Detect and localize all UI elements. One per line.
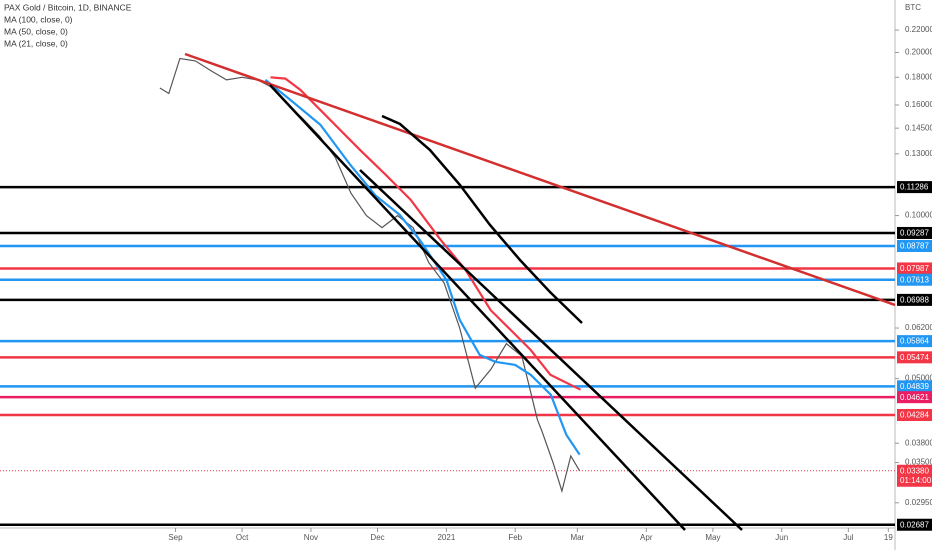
- level-label: 0.07987: [900, 264, 929, 273]
- level-tag: [897, 391, 932, 404]
- legend-entry: MA (100, close, 0): [4, 14, 73, 24]
- last-price-label: 0.03380: [900, 466, 929, 475]
- x-tick-label: Sep: [168, 533, 183, 542]
- x-tick-label: Jul: [843, 533, 853, 542]
- level-label: 0.09287: [900, 229, 929, 238]
- level-tag: [897, 273, 932, 286]
- x-tick-label: Jun: [775, 533, 788, 542]
- x-tick-label: Nov: [304, 533, 318, 542]
- level-tag: [897, 239, 932, 252]
- y-tick-label: 0.10000: [905, 211, 932, 220]
- x-tick-label: Oct: [236, 533, 249, 542]
- x-tick-label: 19: [884, 533, 893, 542]
- ma-line: [270, 76, 581, 391]
- y-tick-label: 0.14500: [905, 123, 932, 132]
- x-tick-label: 2021: [437, 533, 455, 542]
- x-tick-label: Mar: [571, 533, 585, 542]
- level-tag: [897, 226, 932, 239]
- y-tick-label: 0.05000: [905, 374, 932, 383]
- x-tick-label: May: [705, 533, 720, 542]
- level-tag: [897, 262, 932, 275]
- level-label: 0.02687: [900, 520, 929, 529]
- level-label: 0.05864: [900, 337, 929, 346]
- countdown-label: 01:14:00: [900, 476, 932, 485]
- legend-entry: MA (50, close, 0): [4, 26, 68, 36]
- chart-title: PAX Gold / Bitcoin, 1D, BINANCE: [4, 2, 132, 12]
- ma-line: [264, 79, 581, 456]
- y-tick-label: 0.20000: [905, 48, 932, 57]
- level-tag: [897, 518, 932, 531]
- level-tag: [897, 181, 932, 194]
- y-tick-label: 0.18000: [905, 72, 932, 81]
- level-label: 0.08787: [900, 242, 929, 251]
- y-tick-label: 0.02950: [905, 498, 932, 507]
- level-label: 0.07613: [900, 275, 929, 284]
- trend-line: [381, 114, 583, 324]
- level-tag: [897, 293, 932, 306]
- x-tick-label: Feb: [508, 533, 522, 542]
- level-label: 0.06988: [900, 295, 929, 304]
- level-label: 0.05474: [900, 353, 929, 362]
- trend-line: [184, 52, 896, 307]
- y-tick-label: 0.03500: [905, 458, 932, 467]
- level-label: 0.04284: [900, 411, 929, 420]
- level-tag: [897, 408, 932, 421]
- trend-line: [359, 169, 743, 531]
- legend-entry: MA (21, close, 0): [4, 38, 68, 48]
- level-tag: [897, 351, 932, 364]
- level-tag: [897, 335, 932, 348]
- level-label: 0.04621: [900, 393, 929, 402]
- y-tick-label: 0.16000: [905, 100, 932, 109]
- x-tick-label: Apr: [640, 533, 653, 542]
- last-price-tag: [897, 464, 932, 487]
- price-line: [159, 57, 581, 494]
- trend-line: [269, 84, 686, 531]
- y-tick-label: 0.06200: [905, 323, 932, 332]
- level-tag: [897, 380, 932, 393]
- y-tick-label: 0.13000: [905, 149, 932, 158]
- currency-label: BTC: [905, 3, 921, 12]
- y-tick-label: 0.03800: [905, 438, 932, 447]
- y-tick-label: 0.22000: [905, 25, 932, 34]
- level-label: 0.11286: [900, 183, 929, 192]
- x-tick-label: Dec: [370, 533, 384, 542]
- level-label: 0.04839: [900, 382, 929, 391]
